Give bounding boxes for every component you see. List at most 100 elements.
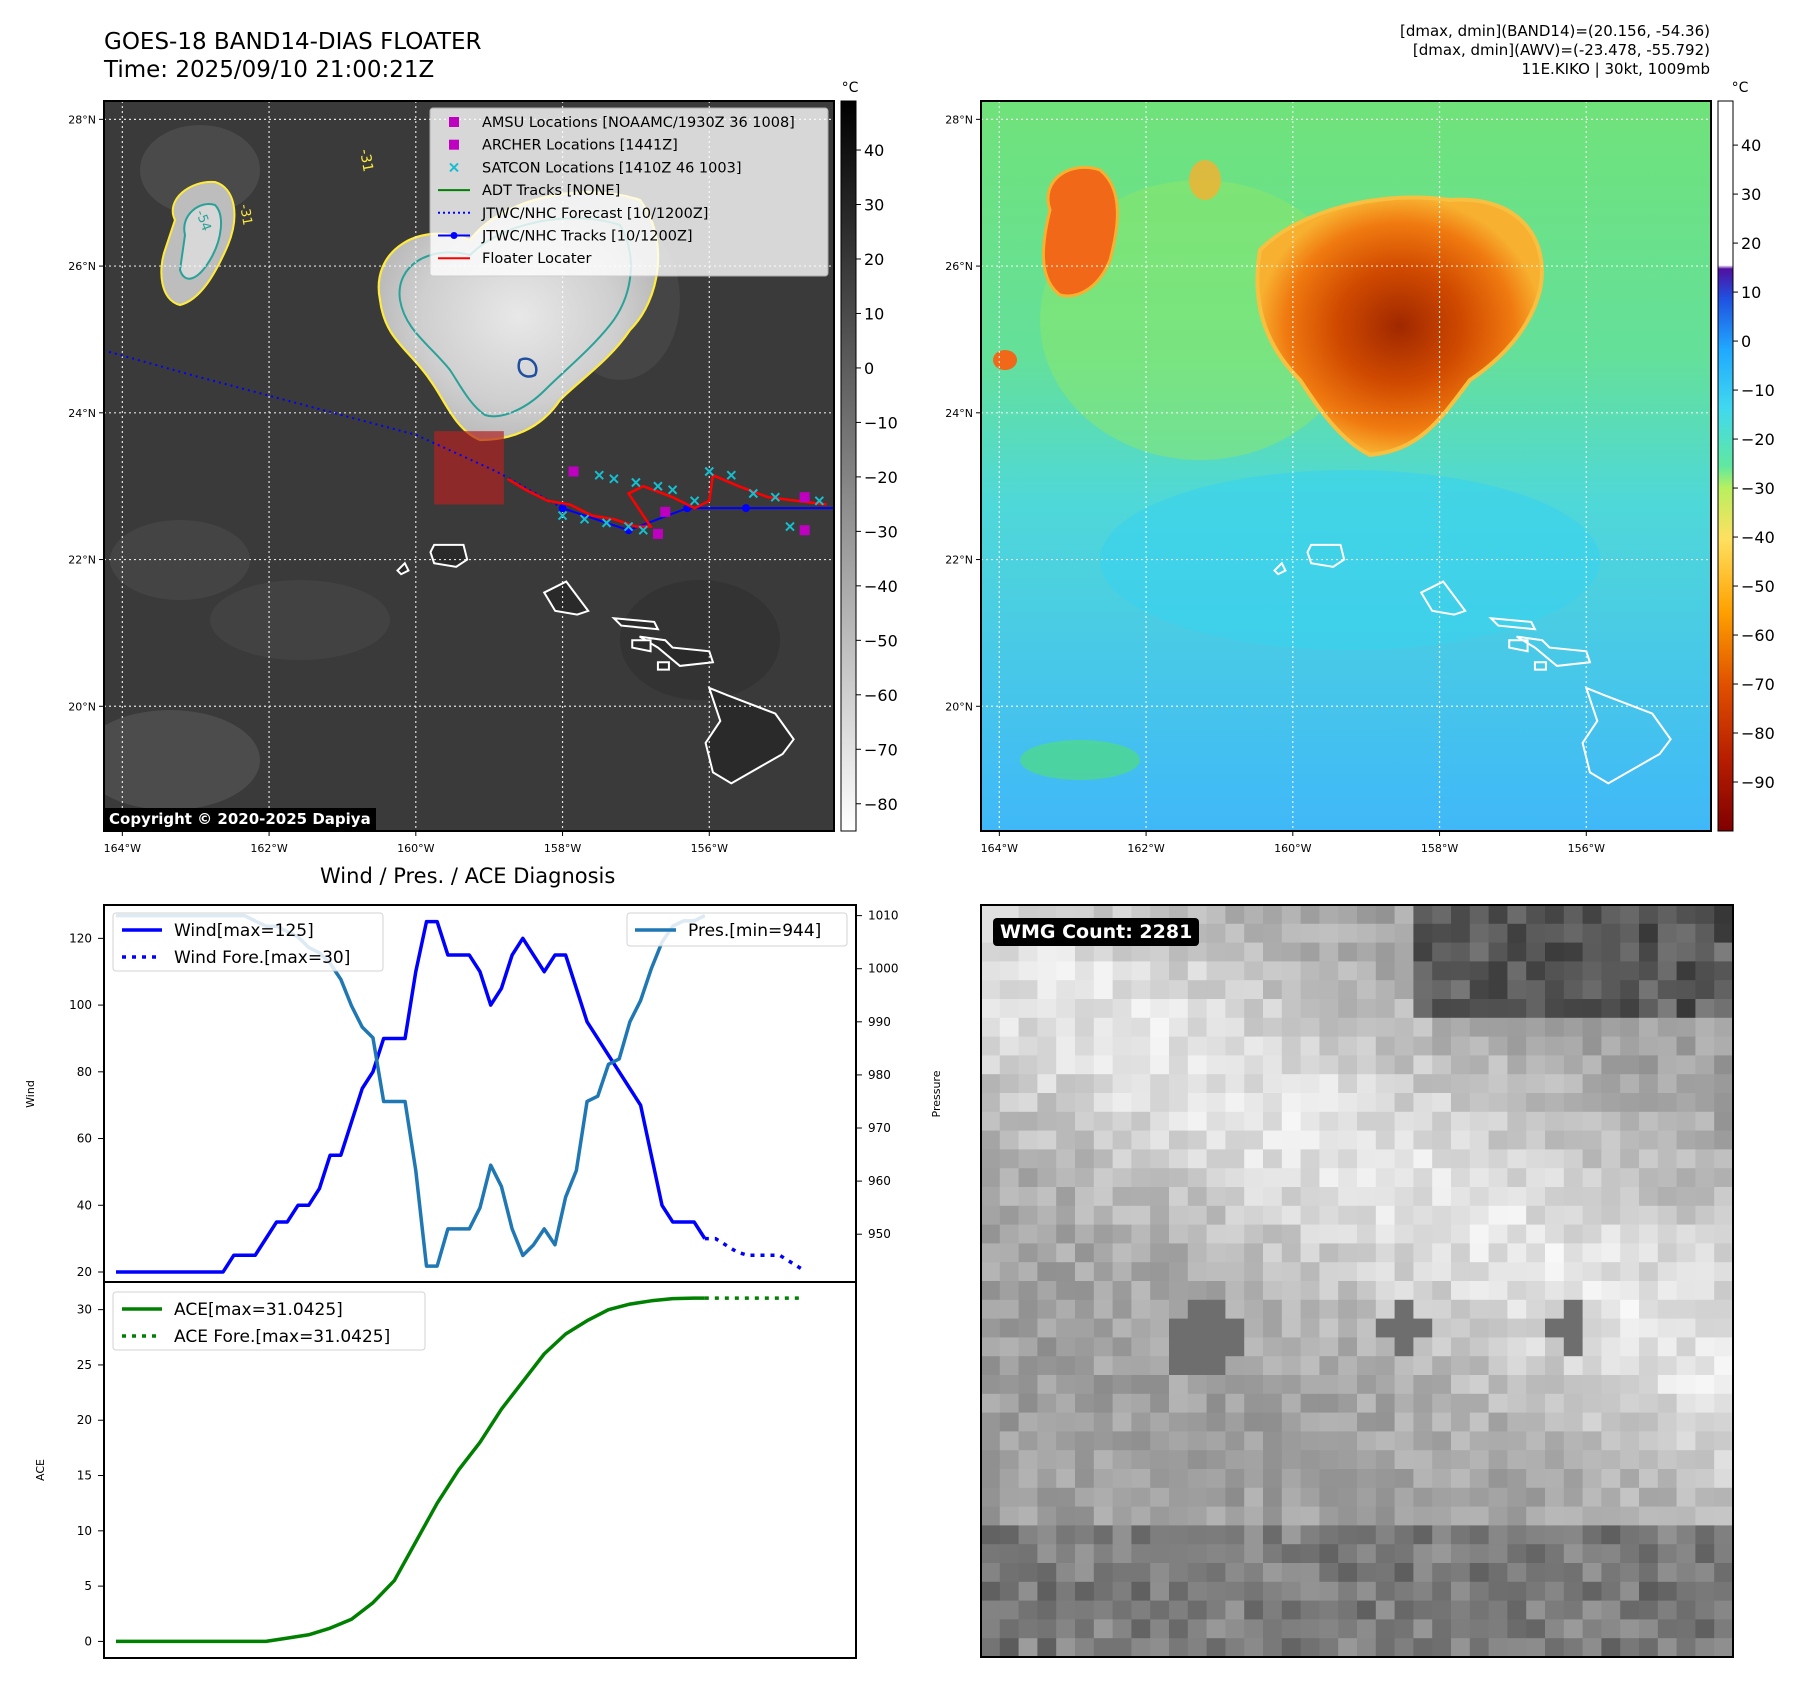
- satcon-marker: [609, 474, 619, 484]
- wmg-pixel: [1620, 1205, 1640, 1226]
- wmg-pixel: [1563, 1262, 1584, 1282]
- lat-label: 20°N: [945, 700, 973, 713]
- wmg-pixel: [1469, 923, 1490, 944]
- wmg-pixel: [1206, 1337, 1226, 1357]
- wmg-pixel: [1263, 1375, 1283, 1395]
- wmg-pixel: [1281, 1544, 1302, 1564]
- wmg-pixel: [1695, 1393, 1715, 1414]
- wmg-pixel: [1582, 1600, 1602, 1620]
- wmg-pixel: [1056, 1469, 1076, 1489]
- wmg-pixel: [1601, 1168, 1621, 1188]
- wmg-pixel: [1037, 1055, 1057, 1075]
- wmg-pixel: [1112, 1130, 1132, 1150]
- wmg-pixel: [1112, 1224, 1132, 1244]
- wmg-pixel: [1093, 1262, 1114, 1282]
- wmg-pixel: [1319, 1469, 1339, 1489]
- legend-label: ARCHER Locations [1441Z]: [482, 138, 678, 154]
- wmg-pixel: [1037, 1036, 1057, 1056]
- wmg-pixel: [1582, 1469, 1602, 1489]
- wmg-pixel: [1300, 1431, 1320, 1451]
- wmg-pixel: [1507, 923, 1527, 944]
- wmg-pixel: [1281, 1055, 1302, 1075]
- wmg-pixel: [1432, 1262, 1452, 1282]
- wmg-pixel: [1037, 1262, 1057, 1282]
- wmg-pixel: [1582, 1262, 1602, 1282]
- wmg-pixel: [1639, 1431, 1659, 1451]
- wmg-pixel: [1300, 1619, 1320, 1639]
- wmg-pixel: [1319, 1581, 1339, 1602]
- wmg-pixel: [1263, 1337, 1283, 1357]
- wmg-pixel: [1150, 980, 1170, 1000]
- wmg-pixel: [1413, 961, 1433, 981]
- wmg-pixel: [1676, 1149, 1696, 1169]
- wmg-pixel: [1469, 1224, 1490, 1244]
- wmg-pixel: [1244, 1093, 1264, 1113]
- wmg-pixel: [1545, 905, 1565, 925]
- wmg-pixel: [1469, 1356, 1490, 1376]
- wmg-pixel: [999, 1262, 1020, 1282]
- wmg-pixel: [999, 1356, 1020, 1376]
- wmg-pixel: [1131, 1111, 1151, 1132]
- wmg-pixel: [1394, 1149, 1414, 1169]
- wmg-pixel: [1639, 1337, 1659, 1357]
- wmg-pixel: [1545, 1205, 1565, 1226]
- wmg-pixel: [1432, 1356, 1452, 1376]
- wmg-pixel: [1093, 1469, 1114, 1489]
- wmg-pixel: [1601, 1262, 1621, 1282]
- wmg-pixel: [1075, 1581, 1095, 1602]
- wmg-pixel: [1131, 1506, 1151, 1526]
- wmg-pixel: [1620, 1299, 1640, 1320]
- wmg-pixel: [1639, 1055, 1659, 1075]
- wmg-pixel: [1676, 1093, 1696, 1113]
- wmg-pixel: [1639, 1262, 1659, 1282]
- wmg-pixel: [1601, 1111, 1621, 1132]
- wmg-pixel: [1432, 1111, 1452, 1132]
- wmg-pixel: [1563, 1318, 1584, 1338]
- wmg-pixel: [1601, 1412, 1621, 1432]
- legend-label: Floater Locater: [482, 251, 591, 267]
- wmg-pixel: [981, 1074, 1001, 1094]
- wmg-pixel: [1375, 1469, 1396, 1489]
- wmg-pixel: [1281, 1149, 1302, 1169]
- wmg-pixel: [1375, 1243, 1396, 1263]
- wmg-pixel: [1488, 1224, 1508, 1244]
- wmg-pixel: [1300, 1243, 1320, 1263]
- wind-legend: Wind[max=125]Wind Fore.[max=30]Pres.[min…: [112, 912, 848, 972]
- wmg-pixel: [1526, 942, 1546, 962]
- wmg-pixel: [1601, 1563, 1621, 1583]
- wmg-pixel: [1093, 1638, 1114, 1657]
- wmg-pixel: [1375, 1074, 1396, 1094]
- wmg-pixel: [1507, 942, 1527, 962]
- wmg-pixel: [1375, 1431, 1396, 1451]
- wmg-pixel: [1281, 980, 1302, 1000]
- wmg-pixel: [1093, 1205, 1114, 1226]
- wmg-pixel: [1657, 1318, 1678, 1338]
- wmg-pixel: [1563, 1055, 1584, 1075]
- wmg-pixel: [1300, 905, 1320, 925]
- wmg-pixel: [1714, 1187, 1733, 1207]
- wmg-pixel: [1357, 1600, 1377, 1620]
- wmg-pixel: [1281, 1017, 1302, 1038]
- wmg-pixel: [1488, 942, 1508, 962]
- wmg-pixel: [1507, 1525, 1527, 1545]
- wmg-pixel: [1225, 1093, 1245, 1113]
- wmg-pixel: [1131, 1525, 1151, 1545]
- wmg-pixel: [1018, 1412, 1038, 1432]
- wmg-pixel: [1601, 1375, 1621, 1395]
- wmg-pixel: [1413, 1187, 1433, 1207]
- wmg-pixel: [1281, 942, 1302, 962]
- wmg-pixel: [1150, 1544, 1170, 1564]
- wmg-pixel: [1695, 1563, 1715, 1583]
- wmg-pixel: [1075, 1224, 1095, 1244]
- wmg-pixel: [1394, 1412, 1414, 1432]
- wmg-pixel: [1657, 1619, 1678, 1639]
- wmg-pixel: [1225, 1412, 1245, 1432]
- wmg-pixel: [1150, 1111, 1170, 1132]
- wmg-pixel: [999, 1638, 1020, 1657]
- wmg-pixel: [1469, 1563, 1490, 1583]
- wmg-pixel: [1582, 1318, 1602, 1338]
- wmg-pixel: [1526, 1243, 1546, 1263]
- satcon-marker: [689, 496, 700, 506]
- wmg-pixel: [1225, 1017, 1245, 1038]
- wmg-pixel: [1545, 1262, 1565, 1282]
